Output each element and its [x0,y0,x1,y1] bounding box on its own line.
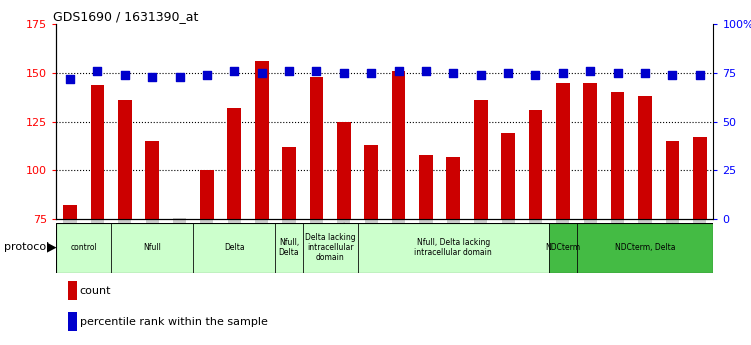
Bar [337,122,351,219]
Text: Nfull, Delta lacking
intracellular domain: Nfull, Delta lacking intracellular domai… [415,238,492,257]
Text: Delta lacking
intracellular
domain: Delta lacking intracellular domain [305,233,355,263]
Point [584,68,596,74]
Point [173,74,185,80]
Point [694,72,706,78]
Bar [638,96,652,219]
Point [556,70,569,76]
Bar [584,83,597,219]
Point [502,70,514,76]
Text: count: count [80,286,111,296]
Text: percentile rank within the sample: percentile rank within the sample [80,317,267,327]
Bar [228,108,241,219]
Point [201,72,213,78]
Text: ▶: ▶ [47,240,57,253]
Bar [447,157,460,219]
Bar [145,141,159,219]
Bar [111,223,193,273]
Text: GDS1690 / 1631390_at: GDS1690 / 1631390_at [53,10,198,23]
Text: Delta: Delta [224,243,245,252]
Bar [392,71,406,219]
Bar [173,219,186,225]
Point [338,70,350,76]
Bar [474,100,487,219]
Point [255,70,267,76]
Point [529,72,541,78]
Point [365,70,377,76]
Bar [91,85,104,219]
Bar [200,170,214,219]
Bar [556,83,570,219]
Point [611,70,623,76]
Point [310,68,322,74]
Bar [665,141,679,219]
Text: protocol: protocol [4,242,49,252]
Text: Nfull: Nfull [143,243,161,252]
Point [92,68,104,74]
Text: NDCterm, Delta: NDCterm, Delta [615,243,675,252]
Text: NDCterm: NDCterm [545,243,581,252]
Bar [419,155,433,219]
Text: Nfull,
Delta: Nfull, Delta [279,238,300,257]
Bar [303,223,357,273]
Bar [255,61,269,219]
Bar [282,147,296,219]
Bar [118,100,131,219]
Bar [529,110,542,219]
Text: control: control [71,243,97,252]
Point [228,68,240,74]
Bar [309,77,323,219]
Bar [364,145,378,219]
Bar [56,223,111,273]
Bar [63,205,77,219]
Bar [357,223,549,273]
Point [448,70,460,76]
Bar [549,223,577,273]
Bar [276,223,303,273]
Bar [693,137,707,219]
Point [64,76,76,81]
Bar [611,92,625,219]
Bar [577,223,713,273]
Point [420,68,432,74]
Point [393,68,405,74]
Point [283,68,295,74]
Bar [501,133,515,219]
Point [119,72,131,78]
Point [475,72,487,78]
Point [666,72,678,78]
Point [639,70,651,76]
Bar [193,223,276,273]
Point [146,74,158,80]
